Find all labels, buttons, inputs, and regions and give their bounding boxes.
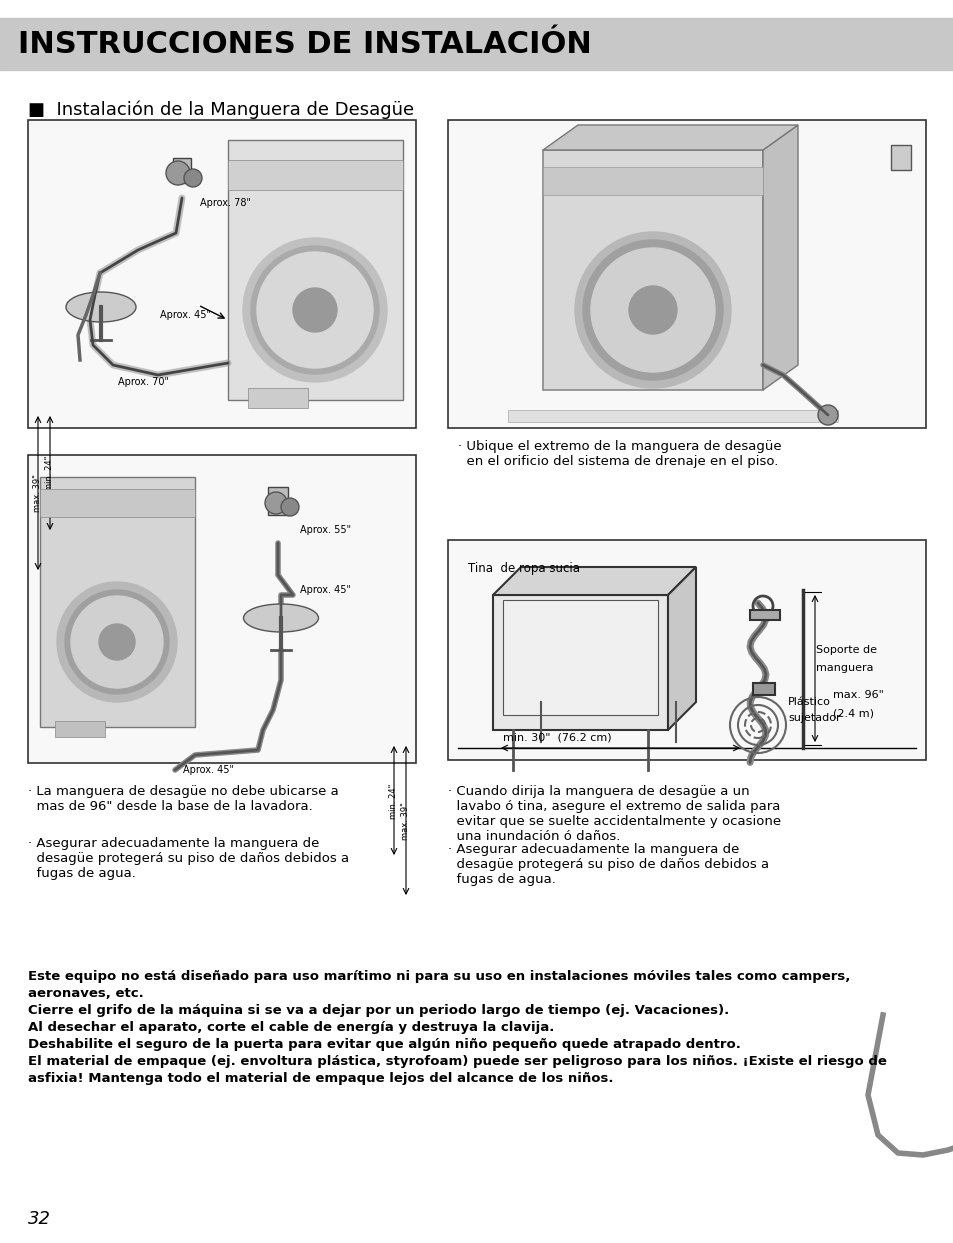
Text: max. 39": max. 39"	[33, 474, 43, 512]
Text: El material de empaque (ej. envoltura plástica, styrofoam) puede ser peligroso p: El material de empaque (ej. envoltura pl…	[28, 1055, 886, 1068]
Text: · Asegurar adecuadamente la manguera de
  desagüe protegerá su piso de daños deb: · Asegurar adecuadamente la manguera de …	[448, 843, 768, 886]
Text: Este equipo no está diseñado para uso marítimo ni para su uso en instalaciones m: Este equipo no está diseñado para uso ma…	[28, 970, 849, 983]
Polygon shape	[667, 567, 696, 730]
Text: Plástico: Plástico	[787, 697, 830, 707]
Circle shape	[293, 288, 336, 332]
Bar	[268, 487, 288, 515]
Text: 32: 32	[28, 1209, 51, 1228]
Bar	[890, 145, 910, 170]
Text: Aprox. 55": Aprox. 55"	[299, 525, 351, 534]
Bar	[752, 682, 774, 695]
Polygon shape	[542, 126, 797, 150]
Text: (2.4 m): (2.4 m)	[832, 709, 873, 718]
Text: asfixia! Mantenga todo el material de empaque lejos del alcance de los niños.: asfixia! Mantenga todo el material de em…	[28, 1071, 613, 1085]
Bar	[0, 17, 953, 70]
Bar	[55, 721, 105, 737]
Text: Aprox. 70": Aprox. 70"	[118, 377, 169, 387]
Polygon shape	[493, 567, 696, 595]
Text: Aprox. 45": Aprox. 45"	[160, 310, 211, 319]
Bar	[248, 388, 308, 408]
Text: · Asegurar adecuadamente la manguera de
  desagüe protegerá su piso de daños deb: · Asegurar adecuadamente la manguera de …	[28, 837, 349, 880]
Bar	[40, 488, 194, 517]
Text: min. 24": min. 24"	[389, 783, 398, 819]
Circle shape	[65, 590, 169, 694]
Text: max. 96": max. 96"	[832, 690, 882, 700]
Text: INSTRUCCIONES DE INSTALACIÓN: INSTRUCCIONES DE INSTALACIÓN	[18, 30, 591, 58]
Text: Aprox. 45": Aprox. 45"	[299, 585, 351, 595]
Bar	[228, 160, 402, 190]
Circle shape	[166, 162, 190, 185]
Text: · La manguera de desagüe no debe ubicarse a
  mas de 96" desde la base de la lav: · La manguera de desagüe no debe ubicars…	[28, 786, 338, 813]
Bar	[448, 121, 925, 428]
Circle shape	[265, 492, 287, 515]
Text: max. 39": max. 39"	[401, 802, 410, 840]
Text: Tina  de ropa sucia: Tina de ropa sucia	[468, 562, 579, 576]
Circle shape	[256, 252, 373, 368]
Ellipse shape	[66, 292, 136, 322]
Bar	[542, 167, 762, 195]
Text: Aprox. 78": Aprox. 78"	[200, 198, 251, 208]
Ellipse shape	[243, 604, 318, 631]
Circle shape	[57, 582, 177, 702]
Text: Deshabilite el seguro de la puerta para evitar que algún niño pequeño quede atra: Deshabilite el seguro de la puerta para …	[28, 1038, 740, 1052]
Circle shape	[71, 595, 163, 687]
Circle shape	[251, 246, 378, 374]
Text: Al desechar el aparato, corte el cable de energía y destruya la clavija.: Al desechar el aparato, corte el cable d…	[28, 1021, 554, 1034]
Bar	[228, 140, 402, 400]
Bar	[28, 121, 416, 428]
Text: min. 24": min. 24"	[46, 455, 54, 491]
Circle shape	[575, 232, 730, 388]
Text: Cierre el grifo de la máquina si se va a dejar por un periodo largo de tiempo (e: Cierre el grifo de la máquina si se va a…	[28, 1004, 728, 1017]
Circle shape	[99, 624, 135, 660]
Text: manguera: manguera	[815, 663, 873, 672]
Circle shape	[817, 405, 837, 425]
Circle shape	[184, 169, 202, 186]
Bar	[40, 477, 194, 727]
Text: sujetador: sujetador	[787, 713, 840, 723]
Text: · Ubique el extremo de la manguera de desagüe
  en el orificio del sistema de dr: · Ubique el extremo de la manguera de de…	[457, 440, 781, 469]
Circle shape	[628, 286, 677, 334]
Text: aeronaves, etc.: aeronaves, etc.	[28, 987, 144, 1001]
Circle shape	[243, 237, 387, 382]
Text: ■  Instalación de la Manguera de Desagüe: ■ Instalación de la Manguera de Desagüe	[28, 99, 414, 118]
Circle shape	[590, 249, 714, 372]
Bar	[749, 610, 780, 620]
Bar	[28, 455, 416, 763]
Text: min. 30"  (76.2 cm): min. 30" (76.2 cm)	[502, 733, 611, 743]
Bar	[542, 150, 762, 390]
Text: · Cuando dirija la manguera de desagüe a un
  lavabo ó tina, asegure el extremo : · Cuando dirija la manguera de desagüe a…	[448, 786, 781, 843]
Bar	[493, 595, 667, 730]
Bar	[502, 600, 658, 715]
Text: Aprox. 45": Aprox. 45"	[183, 764, 233, 774]
Text: Soporte de: Soporte de	[815, 645, 876, 655]
Bar	[507, 410, 837, 423]
Circle shape	[582, 240, 722, 380]
Bar	[448, 539, 925, 759]
Bar	[172, 158, 191, 183]
Polygon shape	[762, 126, 797, 390]
Circle shape	[281, 498, 298, 516]
